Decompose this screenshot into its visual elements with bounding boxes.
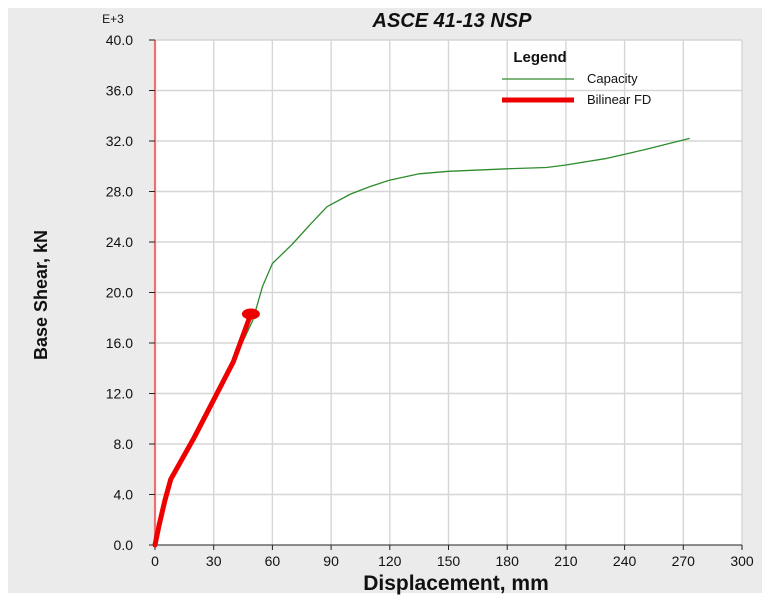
y-axis-label: Base Shear, kN [31,230,51,360]
legend: Legend Capacity Bilinear FD [502,49,651,107]
series-layer [152,137,690,548]
legend-title: Legend [513,49,566,66]
x-tick-label: 150 [437,553,461,569]
y-axis-multiplier: E+3 [102,12,124,26]
y-tick-label: 4.0 [114,487,134,503]
chart-title: ASCE 41-13 NSP [372,10,533,32]
series-line-bilinear-fd [152,311,254,548]
y-tick-label: 16.0 [106,335,133,351]
x-tick-label: 240 [613,553,637,569]
y-tick-label: 24.0 [106,234,133,250]
y-tick-label: 32.0 [106,133,133,149]
y-tick-label: 40.0 [106,32,133,48]
legend-label: Bilinear FD [587,92,651,107]
x-tick-label: 300 [730,553,754,569]
legend-label: Capacity [587,71,638,86]
y-tick-label: 28.0 [106,184,133,200]
x-tick-label: 210 [554,553,578,569]
x-tick-label: 180 [496,553,520,569]
x-tick-label: 270 [672,553,696,569]
y-tick-label: 20.0 [106,285,133,301]
x-tick-label: 90 [323,553,339,569]
y-tick-label: 36.0 [106,83,133,99]
x-tick-label: 30 [206,553,222,569]
x-tick-label: 0 [151,553,159,569]
x-axis-label: Displacement, mm [363,572,549,595]
grid [155,39,743,545]
tick-labels: 0 30 60 90 120 150 180 210 240 270 300 0.0 4.0 8.0 12.… [106,32,754,569]
x-tick-label: 60 [265,553,281,569]
axes [149,39,743,550]
x-tick-label: 120 [378,553,402,569]
y-tick-label: 0.0 [114,537,134,553]
yield-point-marker [241,308,260,320]
y-tick-label: 12.0 [106,386,133,402]
y-tick-label: 8.0 [114,436,134,452]
